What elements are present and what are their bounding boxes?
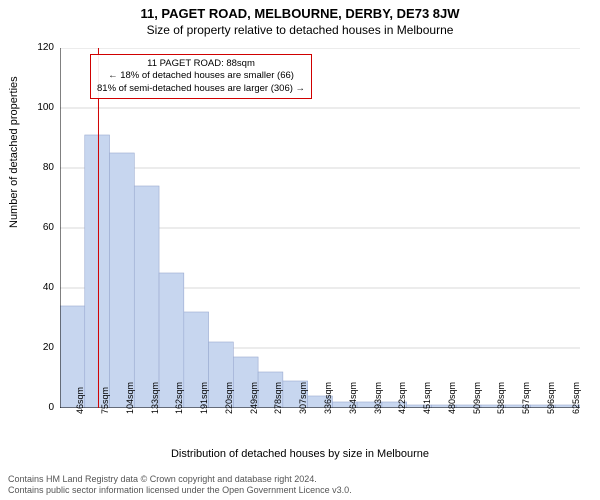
x-tick-label: 625sqm [571, 382, 581, 414]
y-tick-label: 40 [24, 282, 54, 293]
x-tick-label: 278sqm [273, 382, 283, 414]
x-tick-label: 480sqm [447, 382, 457, 414]
footer-attribution: Contains HM Land Registry data © Crown c… [8, 474, 352, 497]
x-tick-label: 75sqm [100, 387, 110, 414]
histogram-bar [134, 186, 159, 408]
y-tick-label: 20 [24, 342, 54, 353]
x-tick-label: 364sqm [348, 382, 358, 414]
x-tick-label: 162sqm [174, 382, 184, 414]
x-tick-label: 538sqm [496, 382, 506, 414]
x-tick-label: 451sqm [422, 382, 432, 414]
histogram-plot [60, 48, 580, 408]
x-axis-label: Distribution of detached houses by size … [0, 448, 600, 460]
histogram-bar [110, 153, 135, 408]
annotation-line: ← 18% of detached houses are smaller (66… [97, 70, 305, 82]
page-title: 11, PAGET ROAD, MELBOURNE, DERBY, DE73 8… [0, 0, 600, 21]
x-tick-label: 307sqm [298, 382, 308, 414]
x-tick-label: 104sqm [125, 382, 135, 414]
y-tick-label: 0 [24, 402, 54, 413]
x-tick-label: 596sqm [546, 382, 556, 414]
y-axis-label: Number of detached properties [8, 76, 20, 228]
x-tick-label: 336sqm [323, 382, 333, 414]
x-tick-label: 46sqm [75, 387, 85, 414]
x-tick-label: 220sqm [224, 382, 234, 414]
x-tick-label: 393sqm [373, 382, 383, 414]
y-tick-label: 80 [24, 162, 54, 173]
footer-line: Contains HM Land Registry data © Crown c… [8, 474, 352, 485]
chart-area: 020406080100120 46sqm75sqm104sqm133sqm16… [60, 48, 580, 408]
x-tick-label: 133sqm [150, 382, 160, 414]
x-tick-label: 567sqm [521, 382, 531, 414]
y-tick-label: 60 [24, 222, 54, 233]
x-tick-label: 422sqm [397, 382, 407, 414]
x-tick-label: 249sqm [249, 382, 259, 414]
annotation-line: 11 PAGET ROAD: 88sqm [97, 58, 305, 70]
page-subtitle: Size of property relative to detached ho… [0, 21, 600, 37]
annotation-box: 11 PAGET ROAD: 88sqm ← 18% of detached h… [90, 54, 312, 99]
y-tick-label: 120 [24, 42, 54, 53]
footer-line: Contains public sector information licen… [8, 485, 352, 496]
y-tick-label: 100 [24, 102, 54, 113]
x-tick-label: 509sqm [472, 382, 482, 414]
x-tick-label: 191sqm [199, 382, 209, 414]
annotation-line: 81% of semi-detached houses are larger (… [97, 83, 305, 95]
histogram-bar [85, 135, 110, 408]
